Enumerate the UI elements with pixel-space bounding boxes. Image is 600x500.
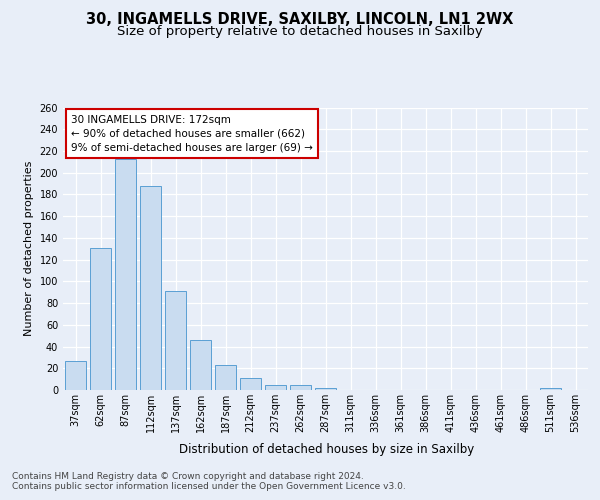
Bar bbox=[540, 388, 561, 390]
Bar bbox=[165, 291, 186, 390]
Bar bbox=[140, 186, 161, 390]
Text: Contains public sector information licensed under the Open Government Licence v3: Contains public sector information licen… bbox=[12, 482, 406, 491]
Bar bbox=[190, 340, 211, 390]
Bar bbox=[215, 365, 236, 390]
Text: Contains HM Land Registry data © Crown copyright and database right 2024.: Contains HM Land Registry data © Crown c… bbox=[12, 472, 364, 481]
Text: Size of property relative to detached houses in Saxilby: Size of property relative to detached ho… bbox=[117, 25, 483, 38]
Y-axis label: Number of detached properties: Number of detached properties bbox=[24, 161, 34, 336]
Text: 30 INGAMELLS DRIVE: 172sqm
← 90% of detached houses are smaller (662)
9% of semi: 30 INGAMELLS DRIVE: 172sqm ← 90% of deta… bbox=[71, 114, 313, 152]
Bar bbox=[290, 384, 311, 390]
Bar bbox=[115, 158, 136, 390]
Bar bbox=[90, 248, 111, 390]
Bar bbox=[240, 378, 261, 390]
Bar bbox=[315, 388, 336, 390]
Text: Distribution of detached houses by size in Saxilby: Distribution of detached houses by size … bbox=[179, 442, 475, 456]
Bar bbox=[65, 360, 86, 390]
Text: 30, INGAMELLS DRIVE, SAXILBY, LINCOLN, LN1 2WX: 30, INGAMELLS DRIVE, SAXILBY, LINCOLN, L… bbox=[86, 12, 514, 28]
Bar bbox=[265, 384, 286, 390]
